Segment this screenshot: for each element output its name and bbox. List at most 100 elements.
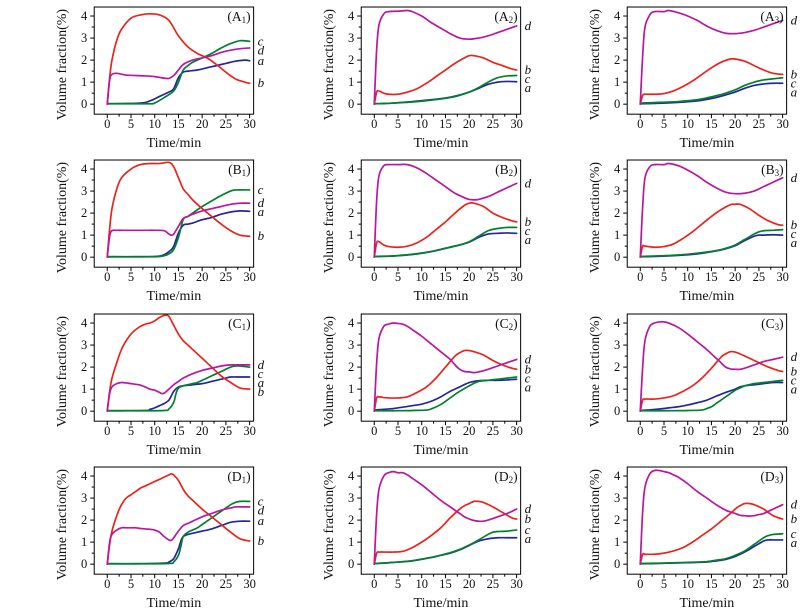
axis-ticks [356,15,517,119]
x-tick-label: 10 [682,424,695,438]
x-tick-label: 20 [729,424,742,438]
axis-ticks [90,15,251,119]
x-tick-label: 0 [104,577,110,591]
x-tick-label: 0 [104,424,110,438]
x-tick-label: 10 [415,424,428,438]
chart-panel-C3: 0 5 10 15 20 25 30 0 1 2 3 4 Time/min Volume fraction… [533,307,800,460]
x-tick-label: 25 [753,577,766,591]
series-label-a: a [791,84,798,99]
x-tick-label: 5 [661,270,667,284]
x-tick-label: 10 [415,577,428,591]
y-tick-label: 4 [348,316,355,330]
x-tick-label: 30 [510,577,523,591]
axis-ticks [90,475,251,578]
x-tick-label: 0 [104,270,110,284]
series-label-b: b [791,217,798,232]
chart-svg-C1: 0 5 10 15 20 25 30 0 1 2 3 4 Time/min Volume fraction… [55,313,265,458]
chart-panel-D1: 0 5 10 15 20 25 30 0 1 2 3 4 Time/min Volume fraction… [0,460,267,613]
x-axis-label: Time/min [680,443,735,458]
x-tick-label: 25 [486,270,499,284]
chart-panel-C2: 0 5 10 15 20 25 30 0 1 2 3 4 Time/min Volume fraction… [267,307,534,460]
y-axis-label: Volume fraction(%) [588,315,603,427]
series-label-d: d [791,170,798,185]
series-label-b: b [524,62,531,77]
series-label-c: c [258,182,264,197]
series-curve-a [373,80,518,105]
x-axis-label: Time/min [680,596,735,611]
x-tick-label: 30 [777,577,790,591]
plot-frame [93,466,255,575]
series-label-a: a [258,374,265,389]
y-tick-label: 1 [348,228,354,242]
x-tick-label: 5 [395,270,401,284]
chart-svg-C3: 0 5 10 15 20 25 30 0 1 2 3 4 Time/min Volume fraction… [588,313,798,458]
y-tick-label: 2 [81,360,87,374]
series-curve-c [106,500,251,565]
series-label-d: d [791,12,798,27]
series-curve-a [639,234,784,258]
x-tick-label: 25 [486,577,499,591]
series-label-c: c [524,71,530,86]
chart-panel-D3: 0 5 10 15 20 25 30 0 1 2 3 4 Time/min Volume fraction… [533,460,800,613]
series-label-c: c [258,493,264,508]
y-tick-label: 0 [81,557,87,571]
y-tick-label: 2 [614,206,620,220]
x-tick-label: 15 [439,577,452,591]
y-tick-label: 1 [614,228,620,242]
x-tick-label: 20 [196,577,209,591]
y-axis-label: Volume fraction(%) [55,315,70,427]
x-axis-label: Time/min [147,136,202,151]
x-axis-label: Time/min [413,136,468,151]
y-tick-label: 1 [348,382,354,396]
x-tick-label: 30 [777,270,790,284]
x-tick-label: 20 [196,270,209,284]
panel-tag: (A1) [227,9,250,25]
y-axis-label: Volume fraction(%) [55,468,70,580]
x-tick-label: 10 [682,117,695,131]
series-label-c: c [791,75,797,90]
y-tick-label: 1 [81,382,87,396]
series-curve-d [639,162,784,259]
x-tick-label: 5 [661,424,667,438]
x-tick-label: 20 [729,117,742,131]
y-tick-label: 1 [81,75,87,89]
y-tick-label: 2 [348,206,354,220]
x-tick-label: 30 [243,270,256,284]
y-tick-label: 4 [348,162,355,176]
series-curve-c [373,74,518,105]
y-tick-label: 1 [614,382,620,396]
x-tick-label: 30 [510,117,523,131]
series-label-b: b [791,363,798,378]
series-label-d: d [258,356,265,371]
series-curve-d [373,163,518,259]
chart-svg-B2: 0 5 10 15 20 25 30 0 1 2 3 4 Time/min Volume fraction… [322,159,531,304]
series-label-d: d [524,351,531,366]
y-tick-label: 4 [81,9,88,23]
x-tick-label: 5 [395,424,401,438]
chart-svg-B1: 0 5 10 15 20 25 30 0 1 2 3 4 Time/min Volume fraction… [55,159,265,304]
x-tick-label: 30 [510,424,523,438]
chart-svg-A1: 0 5 10 15 20 25 30 0 1 2 3 4 Time/min Volume fraction… [55,6,265,151]
x-tick-label: 0 [371,424,377,438]
series-label-a: a [524,531,531,546]
y-tick-label: 1 [614,535,620,549]
x-axis-label: Time/min [147,289,202,304]
x-tick-label: 5 [395,577,401,591]
plot-frame [93,159,255,268]
series-label-b: b [258,533,265,548]
panel-tag: (A2) [494,9,517,25]
x-tick-label: 10 [415,270,428,284]
series-label-d: d [791,349,798,364]
x-tick-label: 25 [486,117,499,131]
series-label-d: d [524,18,531,33]
axis-ticks [356,322,517,425]
x-tick-label: 5 [128,577,134,591]
axis-ticks [623,475,784,578]
series-label-c: c [258,33,264,48]
series-label-b: b [258,75,265,90]
panel-tag: (B2) [495,162,518,178]
y-tick-label: 4 [81,162,88,176]
series-label-d: d [791,496,798,511]
y-tick-label: 4 [614,469,621,483]
y-tick-label: 1 [348,75,354,89]
